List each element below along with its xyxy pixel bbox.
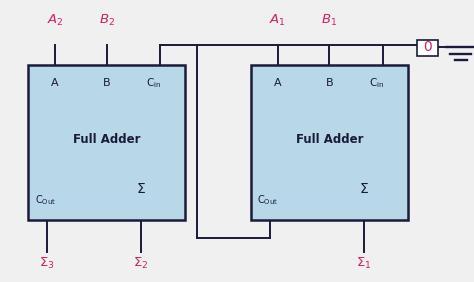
Text: $\Sigma$: $\Sigma$ [136,182,146,196]
Text: B: B [103,78,110,89]
Text: 0: 0 [423,40,432,54]
Text: $A_2$: $A_2$ [47,13,64,28]
Text: $A_1$: $A_1$ [269,13,286,28]
FancyBboxPatch shape [417,40,438,56]
Text: C$_{\mathsf{Out}}$: C$_{\mathsf{Out}}$ [257,193,279,207]
Bar [251,65,408,220]
Text: $\Sigma_3$: $\Sigma_3$ [39,255,55,271]
Text: A: A [274,78,282,89]
Text: C$_{\mathsf{Out}}$: C$_{\mathsf{Out}}$ [35,193,56,207]
Bar [28,65,185,220]
Text: $B_2$: $B_2$ [99,13,115,28]
Text: Full Adder: Full Adder [73,133,140,146]
Text: C$_{\mathsf{in}}$: C$_{\mathsf{in}}$ [369,77,384,90]
Text: $B_1$: $B_1$ [321,13,337,28]
Text: C$_{\mathsf{in}}$: C$_{\mathsf{in}}$ [146,77,161,90]
Text: $\Sigma_2$: $\Sigma_2$ [133,255,149,271]
Text: A: A [51,78,59,89]
Text: Full Adder: Full Adder [296,133,363,146]
Text: $\Sigma_1$: $\Sigma_1$ [356,255,372,271]
Text: B: B [326,78,333,89]
Text: $\Sigma$: $\Sigma$ [359,182,369,196]
